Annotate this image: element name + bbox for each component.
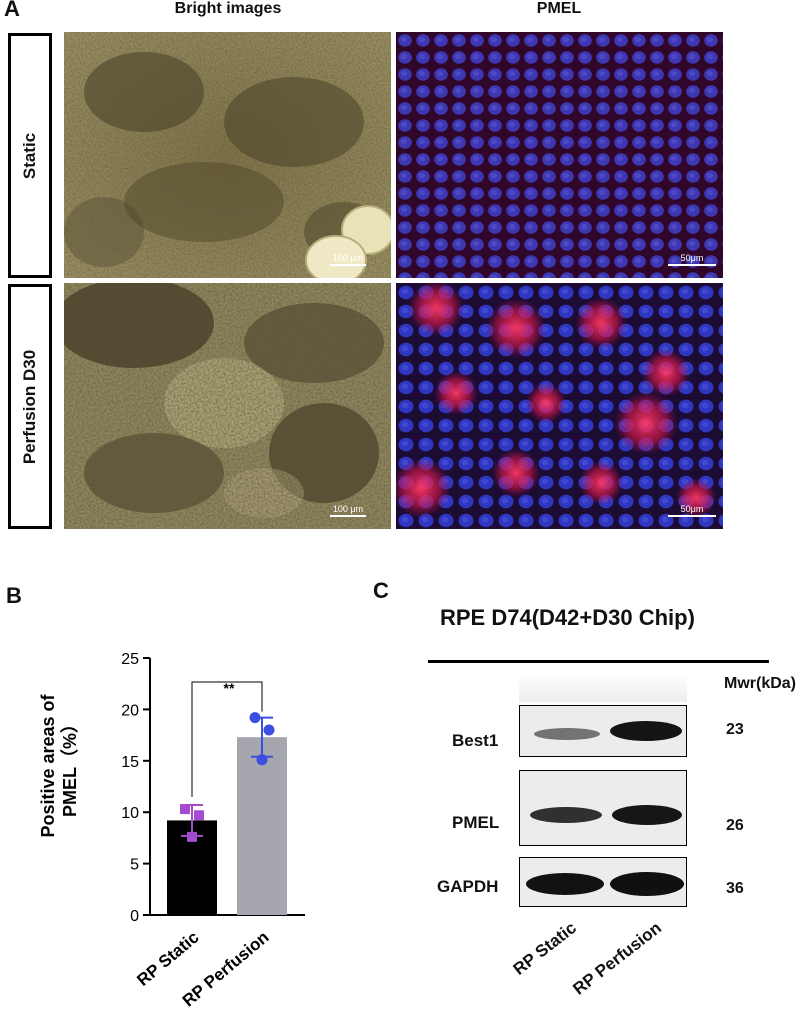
row-label-perfusion-d30: Perfusion D30: [20, 349, 39, 464]
pmel-header: PMEL: [536, 0, 582, 17]
band-pmel-perfusion: [612, 805, 682, 825]
row-label-static: Static: [20, 132, 39, 179]
data-point: [187, 831, 197, 842]
y-axis-label-line1: Positive areas of: [38, 693, 58, 837]
y-tick-label: 10: [121, 805, 139, 822]
row-label-box-perfusion: Perfusion D30: [8, 284, 52, 529]
band-best1-static: [534, 728, 600, 740]
scale-bar-bright-static: 100 μm: [330, 253, 366, 266]
blot-top-fade: [519, 674, 687, 702]
data-point: [263, 724, 275, 736]
significance-bracket: [191, 681, 263, 798]
blot-gapdh: [519, 857, 687, 907]
data-point: [194, 810, 204, 821]
row-label-box-static: Static: [8, 33, 52, 278]
y-tick-label: 25: [121, 651, 139, 668]
band-gapdh-static: [526, 873, 604, 895]
panel-b-chart: Positive areas of PMEL（%） 0 5 10 15 20 25 RP S…: [38, 651, 305, 1010]
band-pmel-static: [530, 807, 602, 823]
y-tick-label: 15: [121, 754, 139, 771]
row-label-gapdh: GAPDH: [437, 877, 499, 896]
title-underline: [428, 660, 769, 663]
y-tick-label: 20: [121, 702, 139, 719]
mw-header: Mwr(kDa): [724, 675, 797, 692]
blot-title: RPE D74(D42+D30 Chip): [440, 605, 695, 630]
pmel-image-perfusion: 50μm: [396, 283, 723, 529]
scale-bar-pmel-perfusion: 50μm: [668, 504, 716, 517]
panel-c-letter: C: [373, 578, 389, 603]
x-tick-label: RP Static: [133, 928, 202, 990]
mw-gapdh: 36: [726, 880, 744, 897]
y-tick-label: 0: [130, 908, 139, 925]
panel-b-letter: B: [6, 583, 22, 608]
scale-bar-pmel-static: 50μm: [668, 253, 716, 266]
blot-pmel: [519, 770, 687, 846]
band-gapdh-perfusion: [610, 872, 684, 896]
data-point: [249, 712, 261, 724]
panel-a-letter: A: [4, 0, 20, 21]
bright-images-header: Bright images: [174, 0, 282, 17]
bar-rp-perfusion: [237, 737, 287, 915]
data-point: [256, 754, 268, 766]
significance-marker: **: [224, 680, 235, 696]
row-label-best1: Best1: [452, 731, 499, 750]
lane-label-perfusion: RP Perfusion: [568, 918, 665, 999]
y-axis-label-line2: PMEL（%）: [60, 715, 80, 817]
lane-label-static: RP Static: [509, 918, 580, 979]
mw-pmel: 26: [726, 817, 744, 834]
blot-best1: [519, 705, 687, 757]
y-tick-label: 5: [130, 857, 139, 874]
bright-image-static: 100 μm: [64, 32, 391, 278]
band-best1-perfusion: [610, 721, 682, 741]
pmel-image-static: 50μm: [396, 32, 723, 278]
bright-image-perfusion: 100 μm: [64, 283, 391, 529]
mw-best1: 23: [726, 721, 744, 738]
row-label-pmel: PMEL: [452, 813, 500, 832]
data-point: [180, 804, 190, 815]
scale-bar-bright-perfusion: 100 μm: [330, 504, 366, 517]
